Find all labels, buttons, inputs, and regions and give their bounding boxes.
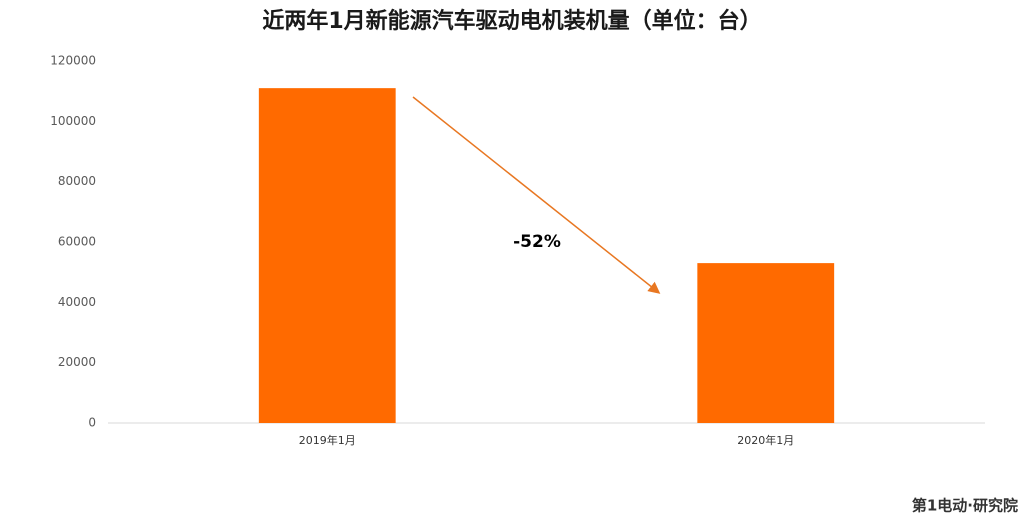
y-tick-label: 0 bbox=[88, 416, 96, 430]
y-tick-label: 60000 bbox=[58, 235, 96, 249]
y-tick-label: 100000 bbox=[50, 114, 96, 128]
chart-title: 近两年1月新能源汽车驱动电机装机量（单位：台） bbox=[262, 8, 761, 34]
trend-arrow bbox=[412, 96, 661, 294]
y-tick-label: 20000 bbox=[58, 355, 96, 369]
annotation: -52% bbox=[513, 232, 561, 252]
source-logo: 第1电动·研究院 bbox=[912, 497, 1018, 515]
x-tick-label: 2019年1月 bbox=[299, 433, 356, 447]
y-tick-label: 120000 bbox=[50, 54, 96, 68]
bar bbox=[258, 88, 396, 424]
y-tick-label: 40000 bbox=[58, 295, 96, 309]
y-tick-label: 80000 bbox=[58, 174, 96, 188]
x-tick-label: 2020年1月 bbox=[737, 433, 794, 447]
bar bbox=[697, 263, 835, 423]
